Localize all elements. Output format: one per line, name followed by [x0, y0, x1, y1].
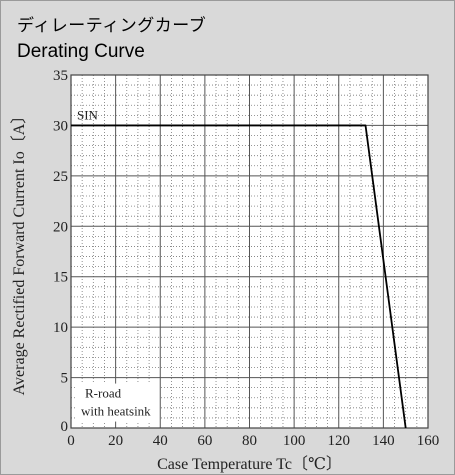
- annotation-with-heatsink: with heatsink: [81, 404, 151, 419]
- x-tick-label: 100: [283, 433, 306, 449]
- annotation-layer: SIN R-road with heatsink: [77, 107, 159, 422]
- y-tick-labels: 0 5 10 15 20 25 30 35: [53, 68, 68, 435]
- series-layer: [71, 124, 407, 429]
- y-tick-label: 10: [53, 320, 68, 336]
- x-tick-label: 40: [153, 433, 168, 449]
- x-axis-label: Case Temperature Tc〔℃〕: [157, 455, 342, 473]
- y-tick-label: 5: [61, 371, 69, 387]
- annotation-r-road: R-road: [85, 386, 122, 401]
- annotation-box: [77, 383, 159, 422]
- y-tick-label: 25: [53, 169, 68, 185]
- y-axis-label: Average Rectified Forward Current Io〔A〕: [10, 108, 28, 396]
- chart-title-english: Derating Curve: [17, 41, 145, 62]
- x-tick-label: 0: [67, 433, 75, 449]
- x-tick-label: 160: [417, 433, 440, 449]
- x-tick-label: 80: [242, 433, 257, 449]
- x-tick-labels: 0 20 40 60 80 100 120 140 160: [67, 433, 439, 449]
- plot-border: [70, 74, 429, 429]
- x-tick-label: 20: [108, 433, 123, 449]
- series-line-sin: [71, 124, 407, 429]
- y-tick-label: 20: [53, 219, 68, 235]
- x-tick-label: 120: [328, 433, 351, 449]
- chart-title-japanese: ディレーティングカーブ: [17, 16, 207, 35]
- y-tick-label: 30: [53, 118, 68, 134]
- annotation-sin: SIN: [77, 107, 99, 122]
- x-tick-label: 140: [372, 433, 395, 449]
- y-tick-label: 15: [53, 270, 68, 286]
- x-tick-label: 60: [197, 433, 212, 449]
- y-tick-label: 35: [53, 68, 68, 84]
- y-tick-label: 0: [61, 419, 69, 435]
